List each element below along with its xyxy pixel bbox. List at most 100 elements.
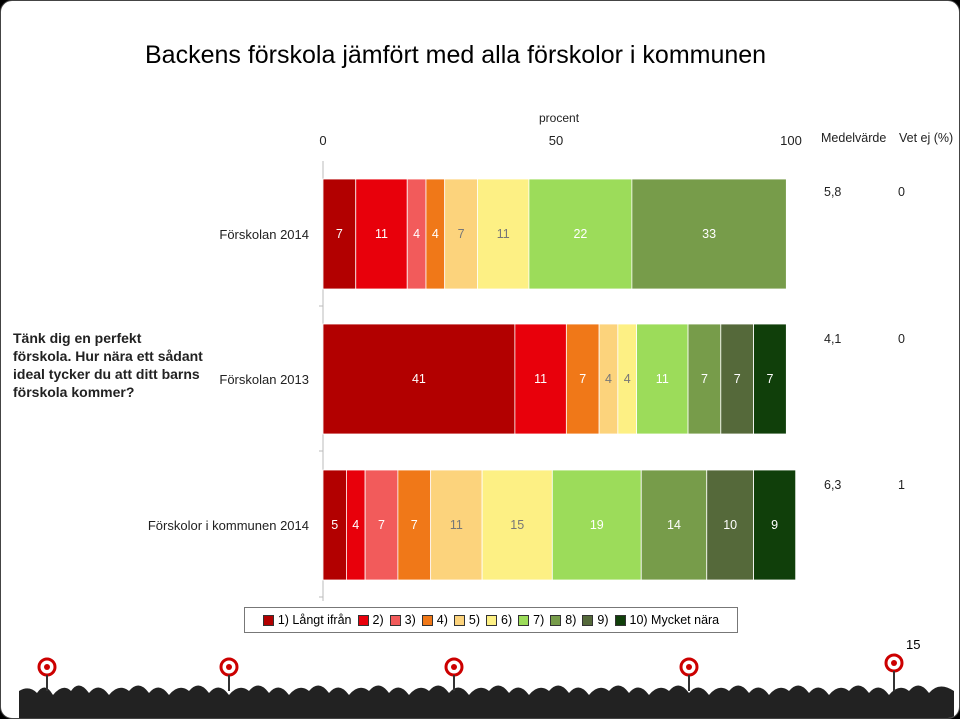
legend-swatch xyxy=(453,614,465,626)
bar-value-label: 11 xyxy=(375,227,388,241)
question-text: Tänk dig en perfekt förskola. Hur nära e… xyxy=(13,330,203,400)
bar-value-label: 19 xyxy=(590,518,604,532)
bar-segment xyxy=(514,323,567,435)
bar-value-label: 4 xyxy=(432,227,439,241)
scale-label: procent xyxy=(539,111,580,125)
bar-value-label: 4 xyxy=(413,227,420,241)
bar-segment xyxy=(481,469,553,581)
legend-item: 10) Mycket nära xyxy=(614,613,720,627)
mean-value-2: 6,3 xyxy=(824,478,842,492)
row-label-forskolan-2014: Förskolan 2014 xyxy=(219,227,309,242)
bar-value-label: 7 xyxy=(378,518,385,532)
bar-value-label: 7 xyxy=(458,227,465,241)
bar-value-label: 9 xyxy=(771,518,778,532)
legend-swatch xyxy=(389,614,401,626)
bar-value-label: 7 xyxy=(579,372,586,386)
legend-item: 7) xyxy=(518,613,544,627)
bar-value-label: 11 xyxy=(656,372,669,386)
bar-value-label: 11 xyxy=(450,518,463,532)
bar-value-label: 15 xyxy=(510,518,524,532)
bar-value-label: 7 xyxy=(701,372,708,386)
bar-segment xyxy=(355,178,408,290)
page-number: 15 xyxy=(906,637,921,652)
legend-item: 9) xyxy=(582,613,609,627)
legend-label: 2) xyxy=(372,613,384,627)
legend-swatch xyxy=(486,614,498,626)
bar-value-label: 7 xyxy=(734,372,741,386)
legend-swatch xyxy=(614,614,626,626)
axis-tick-50: 50 xyxy=(548,133,564,148)
bar-segment xyxy=(640,469,708,581)
row-label-kommunen-2014: Förskolor i kommunen 2014 xyxy=(147,518,309,533)
bar-segment xyxy=(397,469,432,581)
bar-value-label: 4 xyxy=(624,372,631,386)
legend-item: 1) Långt ifrån xyxy=(262,613,352,627)
legend-item: 4) xyxy=(421,613,448,627)
vetej-value-1: 0 xyxy=(898,332,905,346)
bar-value-label: 7 xyxy=(766,372,773,386)
bar-value-label: 22 xyxy=(573,227,587,241)
dontknow-header: Vet ej (%) xyxy=(899,131,954,145)
bar-segment xyxy=(477,178,530,290)
legend-swatch xyxy=(421,614,433,626)
stacked-bar-chart: 7114471122330411107441177754771115191410… xyxy=(319,161,797,601)
legend-label: 7) xyxy=(533,613,545,627)
legend-item: 8) xyxy=(550,613,576,627)
legend-label: 10) Mycket nära xyxy=(629,613,720,627)
axis-tick-100: 100 xyxy=(780,133,802,148)
legend-label: 9) xyxy=(597,613,609,627)
bar-value-label: 14 xyxy=(667,518,681,532)
legend: 1) Långt ifrån 2) 3) 4) 5) 6) 7) 8) 9) 10) Mycket… xyxy=(244,607,738,633)
bar-segment xyxy=(753,469,797,581)
axis-tick-0: 0 xyxy=(319,133,327,148)
mean-value-0: 5,8 xyxy=(824,185,842,199)
target-icon xyxy=(37,653,904,691)
bar-segment xyxy=(430,469,483,581)
bar-value-label: 10 xyxy=(723,518,737,532)
legend-item: 2) xyxy=(357,613,384,627)
legend-label: 3) xyxy=(404,613,416,627)
mean-value-1: 4,1 xyxy=(824,332,842,346)
bar-value-label: 41 xyxy=(412,372,426,386)
legend-label: 4) xyxy=(436,613,448,627)
legend-label: 5) xyxy=(468,613,481,627)
bar-segment xyxy=(444,178,478,290)
bar-segment xyxy=(565,323,600,435)
legend-label: 1) Långt ifrån xyxy=(277,613,352,627)
row-label-forskolan-2013: Förskolan 2013 xyxy=(219,372,309,387)
bar-segment xyxy=(364,469,399,581)
vetej-value-2: 1 xyxy=(898,478,905,492)
chart-title: Backens förskola jämfört med alla försko… xyxy=(145,41,767,69)
mean-header: Medelvärde xyxy=(821,131,887,145)
bar-value-label: 7 xyxy=(336,227,343,241)
vetej-value-0: 0 xyxy=(898,185,905,199)
bar-value-label: 4 xyxy=(352,518,359,532)
bar-segment xyxy=(687,323,722,435)
bar-value-label: 4 xyxy=(605,372,612,386)
legend-swatch xyxy=(550,614,562,626)
legend-label: 8) xyxy=(565,613,577,627)
people-silhouette-footer xyxy=(19,653,954,718)
legend-item: 6) xyxy=(486,613,512,627)
bar-value-label: 0 xyxy=(787,227,794,241)
bar-segment xyxy=(322,323,516,435)
bar-segment xyxy=(631,178,787,290)
legend-swatch xyxy=(582,614,594,626)
bar-segment xyxy=(706,469,754,581)
bar-value-label: 33 xyxy=(702,227,716,241)
bar-segment xyxy=(551,469,642,581)
bar-value-label: 11 xyxy=(534,372,547,386)
legend-swatch xyxy=(357,614,369,626)
legend-item: 5) xyxy=(453,613,481,627)
bar-value-label: 7 xyxy=(411,518,418,532)
bar-value-label: 11 xyxy=(497,227,510,241)
bar-segment xyxy=(720,323,754,435)
legend-swatch xyxy=(262,614,274,626)
legend-item: 3) xyxy=(389,613,416,627)
bar-segment xyxy=(753,323,787,435)
bar-segment xyxy=(636,323,689,435)
bar-value-label: 5 xyxy=(331,518,338,532)
legend-label: 6) xyxy=(501,613,513,627)
bar-segment xyxy=(322,178,357,290)
